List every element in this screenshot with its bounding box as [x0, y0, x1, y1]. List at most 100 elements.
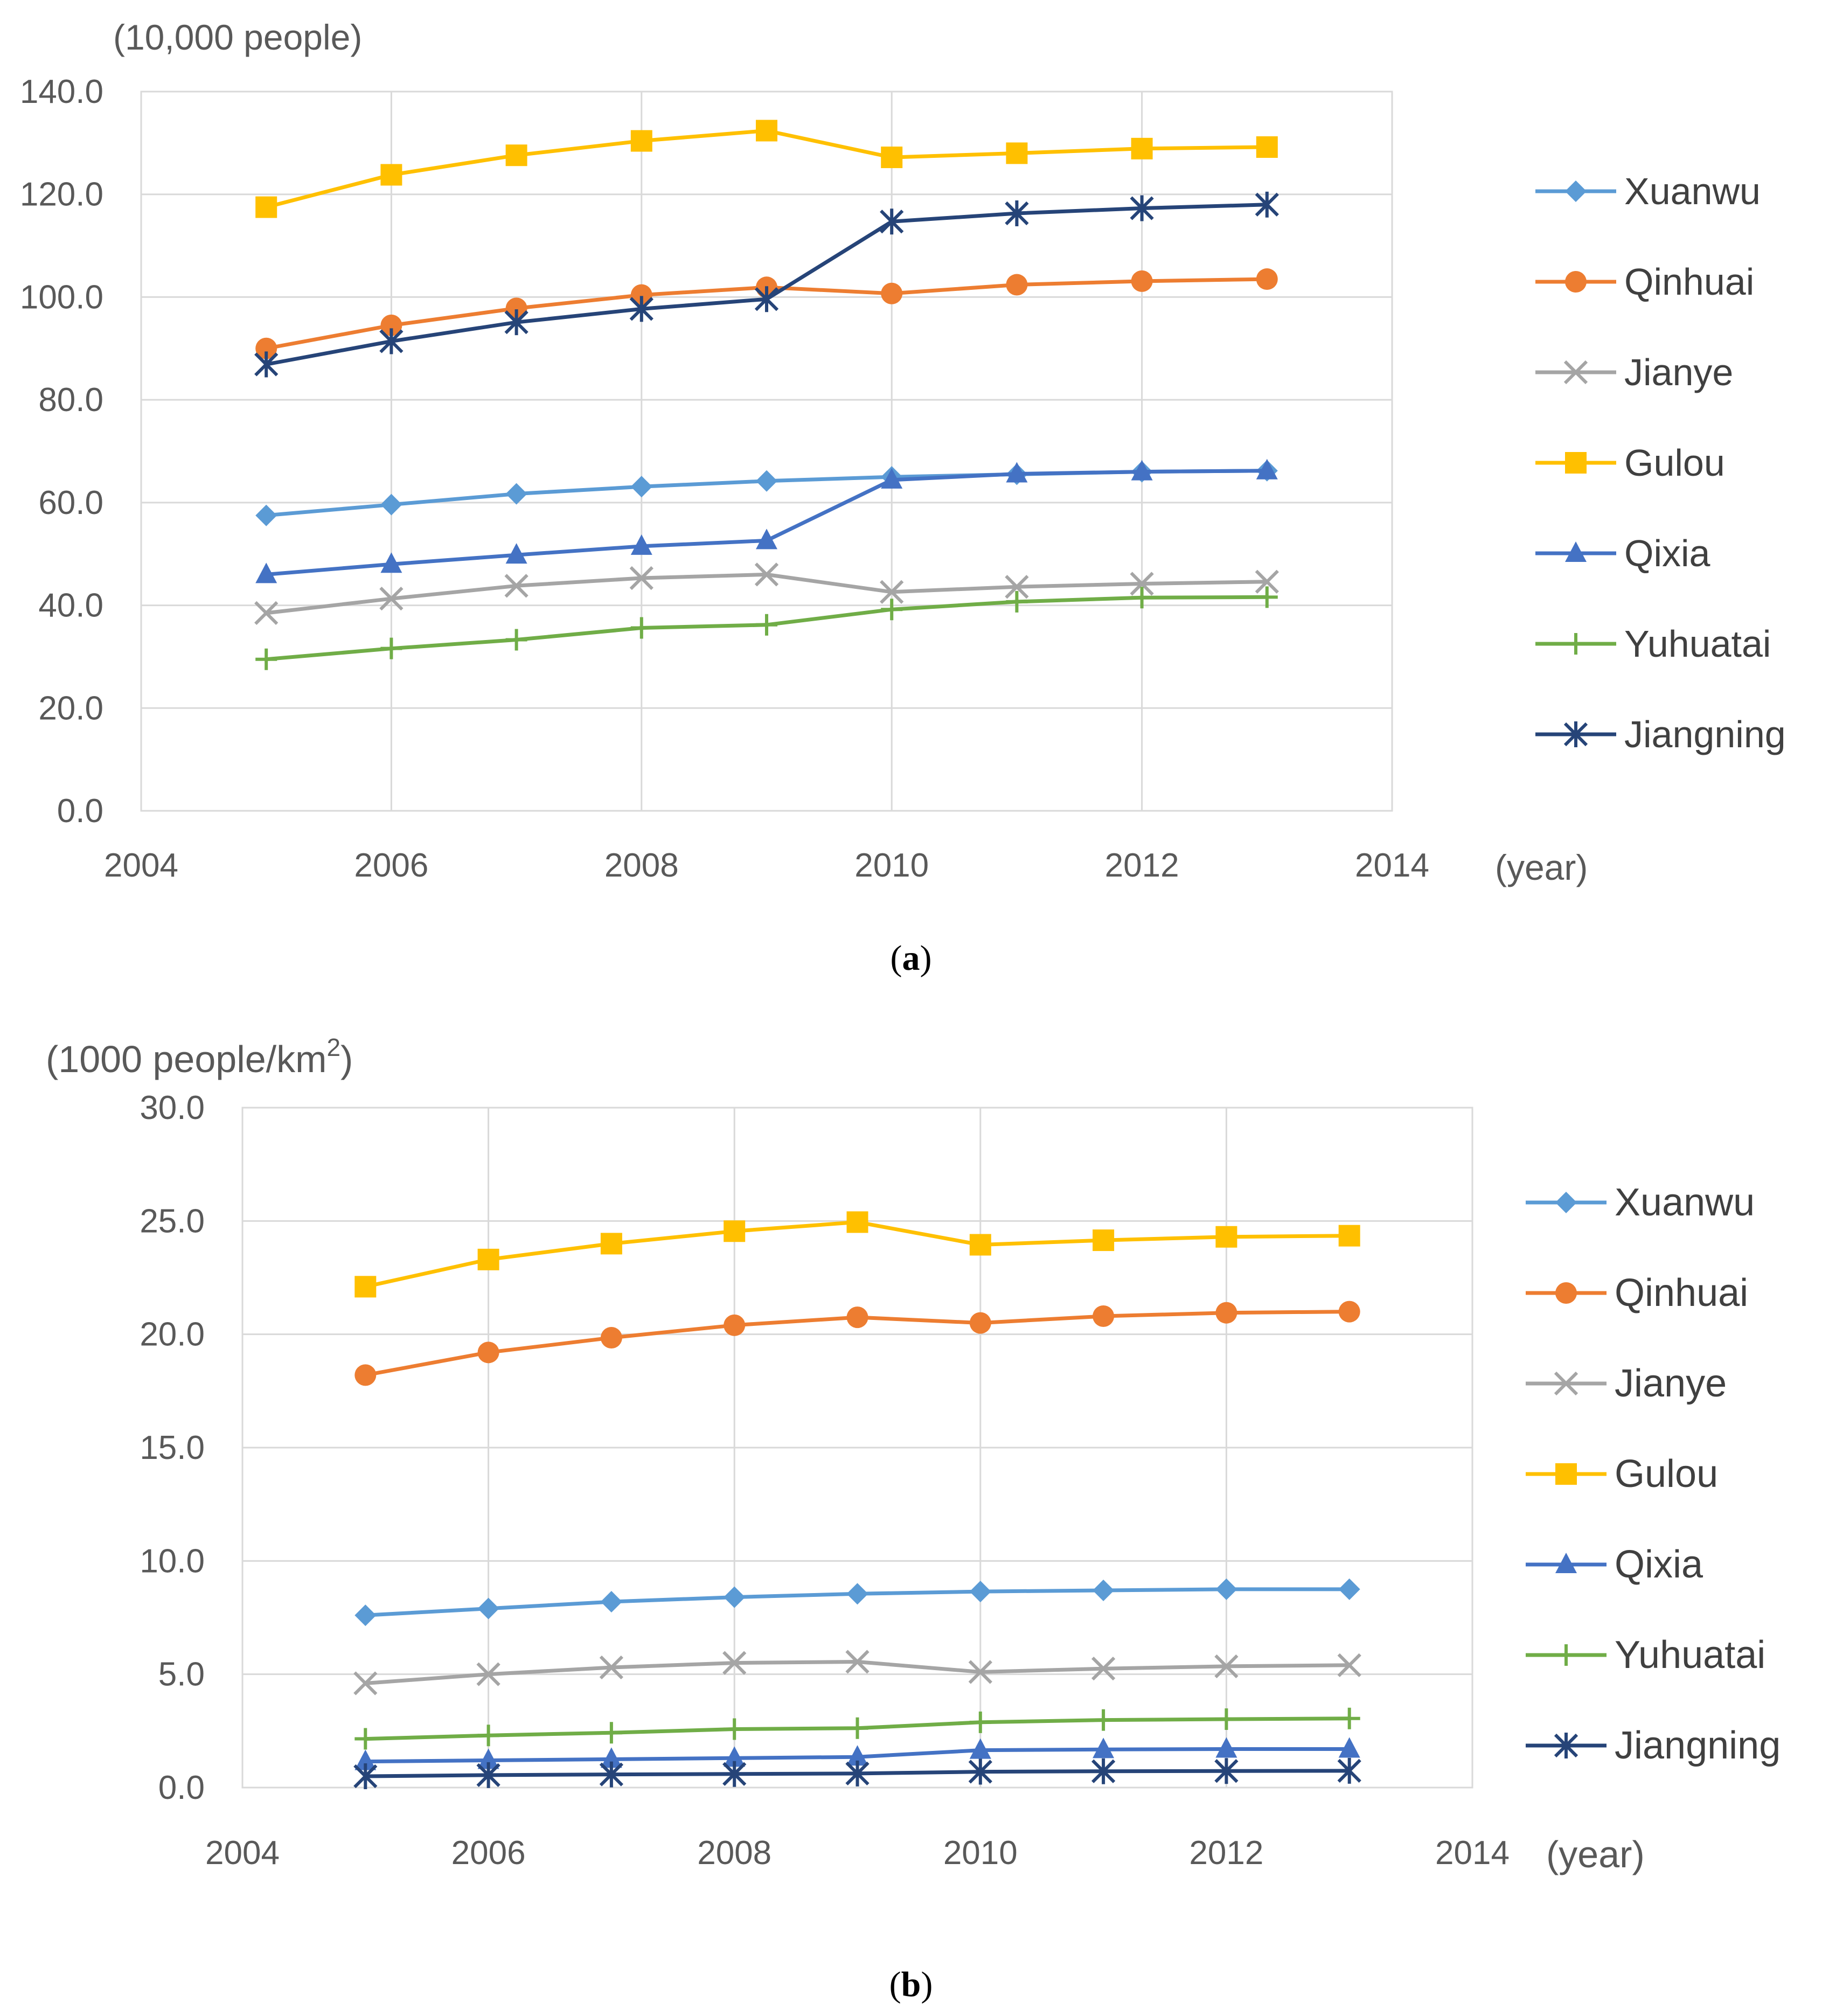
data-point — [630, 476, 652, 498]
legend-label: Gulou — [1624, 442, 1725, 484]
data-point — [1338, 1301, 1360, 1323]
data-point — [1131, 587, 1153, 609]
data-point — [1214, 1758, 1239, 1784]
data-point — [379, 328, 404, 354]
series-line — [266, 572, 1267, 615]
legend-item-jianye: Jianye — [1526, 1362, 1727, 1405]
data-point — [1005, 575, 1029, 599]
x-tick-label: 2006 — [354, 847, 428, 884]
data-point — [600, 1591, 622, 1613]
data-point — [630, 617, 652, 639]
legend-label: Xuanwu — [1624, 170, 1761, 212]
data-point — [968, 1660, 992, 1684]
caption-paren-open: ( — [889, 1965, 901, 2004]
data-point — [724, 1586, 746, 1608]
data-point — [505, 543, 527, 564]
series-yuhuatai — [354, 1707, 1360, 1750]
data-point — [600, 1722, 622, 1744]
legend-label: Qixia — [1624, 532, 1710, 574]
series-qixia — [354, 1737, 1360, 1770]
data-point — [1214, 1654, 1239, 1679]
legend-item-yuhuatai: Yuhuatai — [1535, 623, 1771, 665]
data-point — [881, 599, 903, 621]
data-point — [380, 637, 402, 659]
series-qinhuai — [354, 1301, 1360, 1386]
legend-item-xuanwu: Xuanwu — [1535, 170, 1761, 212]
legend-marker — [1563, 721, 1588, 747]
data-point — [1093, 1580, 1115, 1602]
data-point — [756, 529, 777, 550]
data-point — [1338, 1707, 1360, 1729]
data-point — [1338, 1225, 1360, 1247]
data-point — [1215, 1708, 1237, 1730]
data-point — [846, 1211, 868, 1233]
data-point — [1006, 142, 1028, 164]
data-point — [756, 470, 777, 492]
data-point — [255, 504, 277, 526]
legend-marker — [1555, 1553, 1577, 1573]
legend-label: Jiangning — [1624, 713, 1786, 755]
data-point — [722, 1651, 747, 1675]
data-point — [880, 208, 904, 235]
y-tick-label: 30.0 — [140, 1089, 205, 1127]
legend-marker — [1554, 1733, 1578, 1758]
legend-item-xuanwu: Xuanwu — [1526, 1181, 1755, 1224]
y-unit-label-close: ) — [340, 1038, 353, 1080]
series-gulou — [354, 1211, 1360, 1298]
data-point — [599, 1761, 624, 1788]
data-point — [846, 1717, 868, 1739]
x-tick-label: 2014 — [1435, 1834, 1510, 1872]
y-tick-label: 10.0 — [140, 1542, 205, 1580]
series-jiangning — [353, 1757, 1361, 1789]
legend-item-qinhuai: Qinhuai — [1535, 261, 1754, 303]
data-point — [1338, 1737, 1360, 1758]
data-point — [1006, 274, 1028, 296]
x-tick-label: 2004 — [104, 847, 178, 884]
data-point — [1256, 136, 1278, 158]
legend-label: Xuanwu — [1615, 1181, 1755, 1224]
legend-item-qixia: Qixia — [1535, 532, 1710, 574]
chart-panel-a: 0.0 20.0 40.0 60.0 80.0 100.0 120.0 140.0 2004 20… — [20, 17, 1786, 978]
data-point — [477, 1748, 499, 1769]
series-qixia — [255, 458, 1278, 583]
data-point — [505, 629, 527, 651]
legend-marker — [1555, 1644, 1577, 1666]
y-unit-label-text: (1000 people/km — [46, 1038, 326, 1080]
y-tick-label: 20.0 — [38, 690, 103, 727]
data-point — [1255, 191, 1279, 218]
legend-label: Jiangning — [1615, 1724, 1781, 1767]
data-point — [1006, 590, 1028, 613]
legend-marker — [1565, 452, 1587, 474]
data-point — [846, 1745, 868, 1766]
data-point — [354, 1276, 377, 1298]
data-point — [354, 1749, 377, 1770]
legend-label: Gulou — [1615, 1452, 1718, 1496]
data-point — [477, 1597, 499, 1619]
legend-marker — [1565, 541, 1587, 562]
data-point — [505, 483, 527, 505]
x-tick-label: 2006 — [451, 1834, 526, 1872]
data-point — [1093, 1305, 1115, 1327]
data-point — [476, 1762, 500, 1788]
data-point — [476, 1662, 500, 1686]
x-tick-label: 2004 — [205, 1834, 280, 1872]
panel-caption: (a) — [891, 939, 932, 978]
caption-paren-open: ( — [891, 939, 902, 978]
data-point — [380, 493, 402, 516]
data-point — [255, 337, 277, 359]
x-tick-label: 2012 — [1189, 1834, 1263, 1872]
y-unit-label: (1000 people/km2) — [46, 1033, 353, 1080]
legend-label: Qinhuai — [1615, 1271, 1748, 1315]
data-point — [379, 587, 404, 611]
data-point — [629, 566, 653, 590]
data-point — [600, 1747, 622, 1768]
data-point — [600, 1233, 622, 1255]
data-point — [1005, 200, 1029, 226]
data-point — [968, 1758, 992, 1785]
data-point — [353, 1671, 378, 1695]
data-point — [1093, 1229, 1115, 1252]
caption-paren-close: ) — [920, 939, 932, 978]
x-tick-label: 2014 — [1355, 847, 1429, 884]
data-point — [881, 147, 903, 169]
y-unit-label: (10,000 people) — [113, 17, 362, 57]
